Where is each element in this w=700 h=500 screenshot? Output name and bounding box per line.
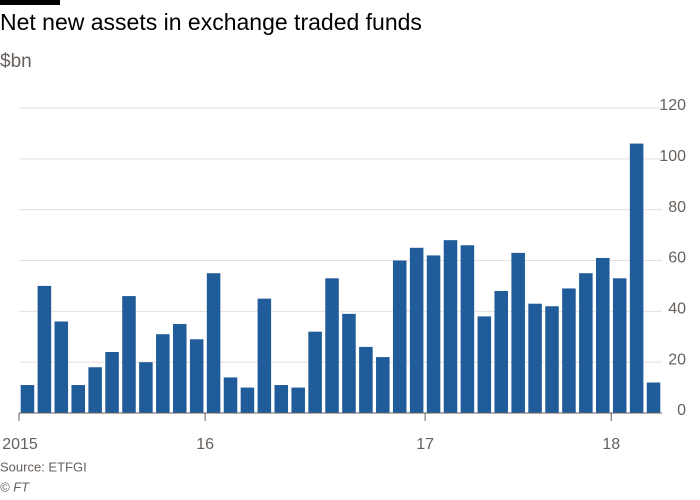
bar <box>71 385 85 413</box>
x-tick-label: 17 <box>416 436 434 453</box>
bar <box>494 291 509 413</box>
bar <box>392 260 407 413</box>
credit: © FT <box>0 479 30 494</box>
bar <box>596 257 610 413</box>
bar <box>156 334 170 413</box>
bar <box>291 387 305 413</box>
bar <box>20 385 35 413</box>
y-tick-label: 100 <box>659 148 686 165</box>
y-tick-label: 80 <box>668 199 686 216</box>
bar <box>646 382 661 413</box>
bar <box>122 296 136 413</box>
bar <box>257 298 272 413</box>
y-tick-label: 0 <box>677 402 686 419</box>
bar <box>54 321 69 413</box>
bar <box>359 346 373 413</box>
bar <box>274 385 289 413</box>
bar <box>206 273 221 413</box>
bar <box>376 357 390 413</box>
x-tick-label: 18 <box>602 436 620 453</box>
bar <box>325 278 339 413</box>
bar <box>37 285 52 413</box>
x-tick-label: 2015 <box>2 436 38 453</box>
bar <box>477 316 492 413</box>
chart-title: Net new assets in exchange traded funds <box>0 9 422 35</box>
x-tick-label: 16 <box>196 436 214 453</box>
y-tick-label: 120 <box>659 97 686 114</box>
bar <box>528 303 542 413</box>
bar <box>511 252 525 413</box>
bar <box>629 143 644 414</box>
bar <box>342 313 356 413</box>
y-tick-label: 40 <box>668 301 686 318</box>
bar <box>409 247 424 413</box>
bar <box>139 362 153 413</box>
bar <box>612 278 627 413</box>
title-bar <box>0 0 60 5</box>
bar <box>562 288 576 413</box>
bar <box>308 331 322 413</box>
bar <box>545 306 559 413</box>
bar <box>240 387 255 413</box>
chart-subtitle: $bn <box>0 51 32 72</box>
source: Source: ETFGI <box>0 459 87 474</box>
bar <box>223 377 238 413</box>
bar <box>443 240 458 413</box>
bar <box>105 352 119 413</box>
y-tick-label: 20 <box>668 351 686 368</box>
bar <box>172 324 187 413</box>
bar <box>426 255 441 413</box>
bar <box>88 367 102 413</box>
bar <box>189 339 204 413</box>
bar <box>579 273 593 413</box>
bar <box>460 245 475 413</box>
y-tick-label: 60 <box>668 250 686 267</box>
